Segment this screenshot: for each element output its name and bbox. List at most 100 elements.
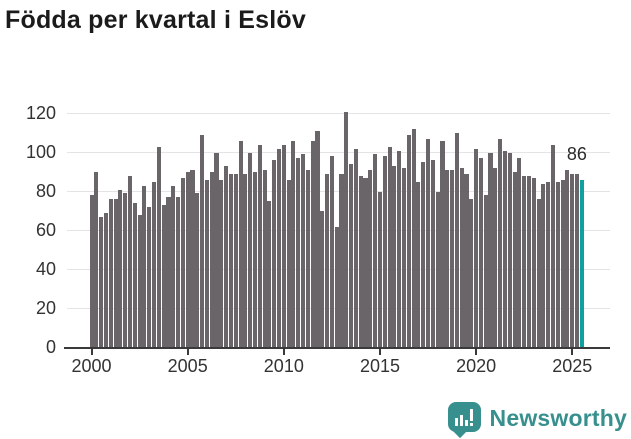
bar [555, 181, 560, 348]
bar [267, 201, 272, 348]
exclamation-stem [469, 408, 474, 421]
y-tick-label: 60 [35, 219, 56, 240]
bar [416, 181, 421, 348]
bar [272, 160, 277, 348]
mini-bar-3 [464, 419, 469, 426]
bar [94, 172, 99, 348]
bar [257, 144, 262, 348]
bar [286, 179, 291, 348]
bar [392, 166, 397, 348]
bar [252, 172, 258, 348]
bar [224, 166, 229, 348]
bar [334, 226, 339, 348]
bar [522, 175, 527, 348]
bar [430, 160, 435, 348]
x-tick-label: 2025 [552, 356, 593, 376]
x-tick-label: 2000 [71, 356, 112, 376]
bar [565, 170, 570, 348]
bar [190, 170, 195, 348]
bar [329, 156, 334, 348]
bar [291, 140, 296, 348]
y-tick-label: 100 [25, 141, 56, 162]
bar [195, 193, 200, 348]
x-tick-mark [90, 348, 93, 355]
bar [176, 197, 181, 348]
bar [243, 173, 248, 348]
x-tick-label: 2010 [263, 356, 304, 376]
bar [137, 214, 142, 348]
bar [305, 170, 310, 348]
bar [238, 140, 243, 348]
bar [310, 140, 315, 348]
bar [185, 172, 190, 348]
bar [113, 199, 118, 348]
bar [382, 156, 387, 348]
y-tick-label: 120 [25, 102, 56, 123]
mini-bar-2 [459, 414, 464, 426]
bar [142, 185, 147, 348]
bar [474, 148, 479, 348]
bar [156, 146, 161, 348]
gridline [67, 190, 610, 193]
bar [325, 173, 330, 348]
y-tick-label: 80 [35, 180, 56, 201]
page-title: Födda per kvartal i Eslöv [5, 6, 306, 34]
y-tick-label: 20 [35, 297, 56, 318]
bar [469, 199, 474, 348]
x-tick-label: 2015 [359, 356, 400, 376]
highlight-value-label: 86 [566, 143, 587, 164]
bar [118, 189, 123, 348]
bar [171, 185, 176, 348]
bar [147, 207, 152, 348]
x-tick-mark [475, 348, 478, 355]
bar [440, 140, 445, 348]
bar [161, 205, 166, 348]
bar [512, 172, 517, 348]
bar [531, 177, 536, 348]
bar [89, 195, 94, 348]
bar [233, 173, 238, 348]
bar [570, 173, 575, 348]
newsworthy-logo-icon [447, 401, 481, 438]
brand-name: Newsworthy [489, 404, 627, 431]
bar [108, 199, 113, 348]
bar [166, 197, 171, 348]
bar [459, 168, 464, 348]
bar [368, 170, 373, 348]
y-tick-label: 40 [35, 258, 56, 279]
bar [219, 179, 224, 348]
bar [363, 177, 368, 348]
bar [296, 158, 301, 348]
gridline [67, 112, 610, 115]
bar [498, 138, 503, 348]
bar [214, 152, 219, 348]
bar [493, 168, 498, 348]
bar [358, 175, 363, 348]
bar [103, 212, 108, 348]
bar [353, 148, 358, 348]
bar [228, 173, 233, 348]
bar [478, 158, 483, 348]
bar [454, 133, 459, 348]
bar [435, 191, 440, 348]
bar [387, 146, 392, 348]
bar [132, 203, 137, 348]
bar [575, 173, 580, 348]
bar [488, 152, 493, 348]
bar [344, 111, 349, 348]
brand-footer: Newsworthy [447, 400, 627, 438]
bar [99, 216, 104, 348]
bar [209, 172, 214, 348]
bar [502, 150, 507, 348]
bar [204, 179, 209, 348]
highlighted-bar [579, 179, 584, 348]
bar [450, 170, 455, 348]
bar [200, 134, 205, 348]
x-tick-label: 2005 [167, 356, 208, 376]
x-tick-mark [282, 348, 285, 355]
bar [276, 148, 282, 348]
bar [262, 170, 267, 348]
x-tick-mark [378, 348, 381, 355]
bar [464, 173, 469, 348]
